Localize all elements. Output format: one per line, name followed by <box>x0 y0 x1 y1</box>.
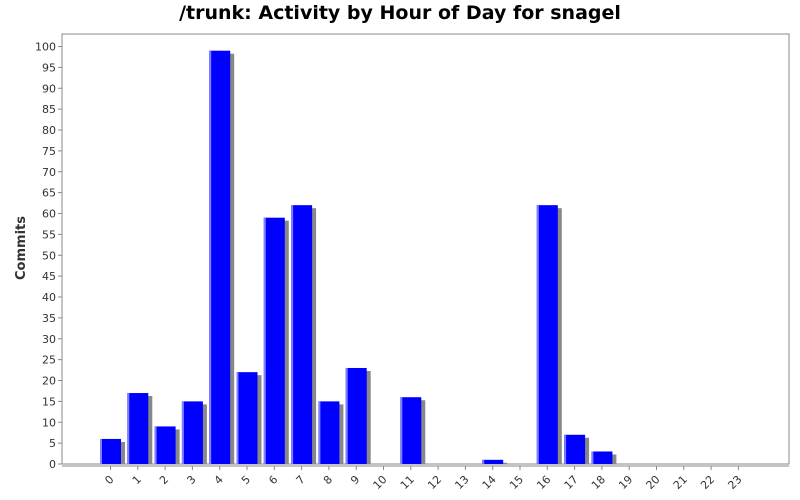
y-tick-label: 70 <box>42 166 56 179</box>
bar-highlight <box>591 451 594 464</box>
bar-highlight <box>263 217 266 464</box>
bar-highlight <box>400 397 403 464</box>
y-tick-label: 60 <box>42 208 56 221</box>
x-tick-label: 9 <box>348 473 362 487</box>
y-tick-label: 90 <box>42 82 56 95</box>
x-tick-label: 19 <box>616 473 635 492</box>
y-tick-label: 0 <box>49 458 56 471</box>
plot-frame <box>61 33 790 465</box>
y-tick-label: 80 <box>42 124 56 137</box>
x-tick-label: 2 <box>157 473 171 487</box>
bar-hour-16 <box>536 205 558 465</box>
bar-highlight <box>154 426 157 464</box>
y-tick-label: 10 <box>42 416 56 429</box>
y-tick-label: 65 <box>42 187 56 200</box>
y-tick-label: 40 <box>42 291 56 304</box>
y-tick-label: 75 <box>42 145 56 158</box>
x-tick-label: 15 <box>507 473 526 492</box>
y-tick-label: 5 <box>49 437 56 450</box>
bar-hour-17 <box>564 434 586 464</box>
y-tick-label: 15 <box>42 395 56 408</box>
x-tick-label: 22 <box>698 473 717 492</box>
x-tick-label: 17 <box>562 473 581 492</box>
bar-hour-7 <box>291 205 313 465</box>
x-tick-label: 23 <box>725 473 744 492</box>
bar-hour-3 <box>181 401 203 464</box>
y-axis-ticks: 0 5 10 15 20 25 30 35 40 45 50 55 60 65 70 75 80 85 90 95 10… <box>35 41 62 471</box>
x-tick-label: 7 <box>294 473 308 487</box>
y-tick-label: 35 <box>42 312 56 325</box>
y-tick-label: 85 <box>42 103 56 116</box>
x-tick-label: 11 <box>398 473 417 492</box>
x-tick-label: 21 <box>671 473 690 492</box>
bar-highlight <box>181 401 184 464</box>
bar-highlight <box>209 50 212 464</box>
bar-highlight <box>536 205 539 465</box>
x-tick-label: 12 <box>425 473 444 492</box>
bar-hour-5 <box>236 372 258 464</box>
bar-hour-8 <box>318 401 340 464</box>
bar-highlight <box>482 459 485 464</box>
x-axis-ticks: 0 1 2 3 4 5 6 7 8 9 10 11 12 13 14 15 16 17 18 19 20 21 22 23 <box>102 466 745 492</box>
bar-hour-4 <box>209 50 231 464</box>
y-tick-label: 45 <box>42 270 56 283</box>
y-tick-label: 100 <box>35 41 56 54</box>
bar-highlight <box>236 372 239 464</box>
bar-highlight <box>291 205 294 465</box>
bar-highlight <box>345 367 348 464</box>
bar-hour-11 <box>400 397 422 464</box>
bar-highlight <box>127 393 130 464</box>
x-tick-label: 18 <box>589 473 608 492</box>
x-tick-label: 20 <box>644 473 663 492</box>
x-tick-label: 13 <box>452 473 471 492</box>
bar-hour-1 <box>127 393 149 464</box>
y-tick-label: 20 <box>42 375 56 388</box>
y-tick-label: 25 <box>42 354 56 367</box>
y-tick-label: 55 <box>42 228 56 241</box>
x-tick-label: 8 <box>321 473 335 487</box>
y-tick-label: 50 <box>42 249 56 262</box>
y-tick-label: 30 <box>42 333 56 346</box>
bar-hour-9 <box>345 367 367 464</box>
x-tick-label: 4 <box>212 473 226 487</box>
bar-hour-14 <box>482 459 504 464</box>
x-tick-label: 1 <box>130 473 144 487</box>
bar-highlight <box>564 434 567 464</box>
x-tick-label: 10 <box>371 473 390 492</box>
x-tick-label: 0 <box>102 473 116 487</box>
x-tick-label: 14 <box>480 473 499 492</box>
y-tick-label: 95 <box>42 61 56 74</box>
x-tick-label: 5 <box>239 473 253 487</box>
bars <box>100 50 617 465</box>
bar-hour-0 <box>100 438 121 464</box>
bar-hour-2 <box>154 426 176 464</box>
x-tick-label: 3 <box>184 473 198 487</box>
x-tick-label: 6 <box>266 473 280 487</box>
bar-highlight <box>318 401 321 464</box>
x-tick-label: 16 <box>534 473 553 492</box>
chart-title: /trunk: Activity by Hour of Day for snag… <box>179 2 621 24</box>
y-axis-title: Commits <box>14 216 29 280</box>
bar-hour-18 <box>591 451 613 464</box>
bar-highlight <box>100 438 102 464</box>
bar-hour-6 <box>263 217 285 464</box>
